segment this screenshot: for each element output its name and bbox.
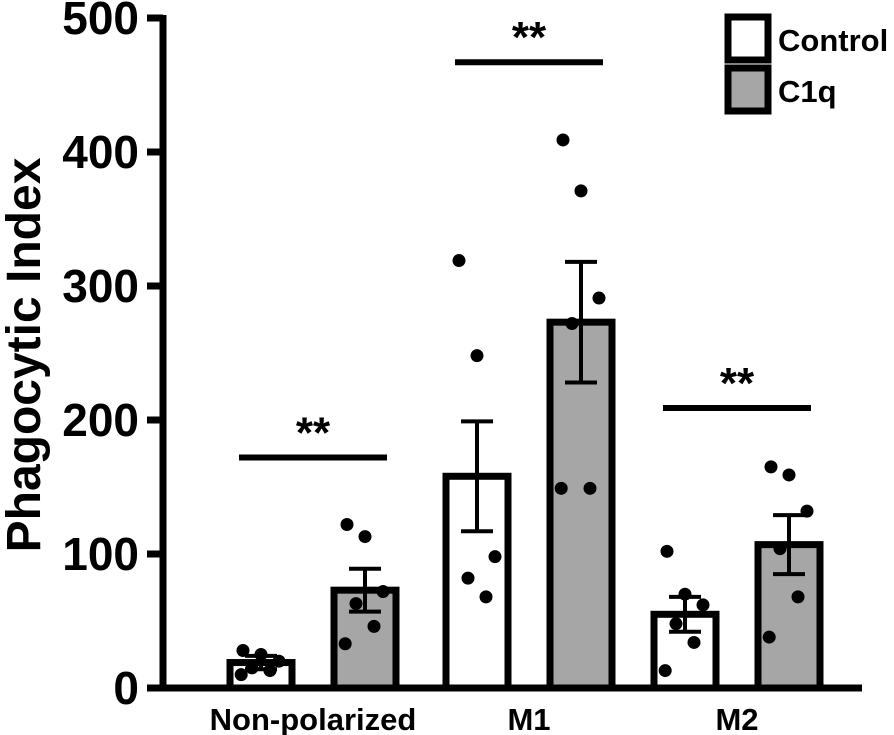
data-point	[556, 133, 570, 147]
data-point	[349, 597, 363, 611]
data-point	[696, 598, 710, 612]
data-point	[272, 654, 286, 668]
x-tick-label: M2	[715, 702, 758, 735]
legend-swatch	[724, 13, 772, 64]
y-tick-label: 200	[62, 394, 139, 446]
legend: Control C1q	[724, 13, 888, 115]
data-point	[452, 254, 466, 268]
data-point	[565, 317, 579, 331]
data-point	[782, 468, 796, 482]
data-point	[773, 542, 787, 556]
legend-label: Control	[778, 23, 888, 58]
data-point	[461, 571, 475, 585]
significance-label: **	[720, 359, 755, 408]
y-axis-label: Phagocytic Index	[0, 157, 51, 552]
y-tick-label: 500	[62, 0, 139, 44]
data-point	[479, 590, 493, 604]
data-point	[338, 637, 352, 651]
significance-label: **	[296, 409, 331, 458]
data-point	[660, 544, 674, 558]
data-point	[574, 184, 588, 198]
y-tick-label: 0	[113, 662, 139, 714]
data-point	[358, 530, 372, 544]
data-point	[669, 617, 683, 631]
y-tick-label: 100	[62, 528, 139, 580]
legend-swatch	[724, 64, 772, 115]
x-tick-label: M1	[507, 702, 550, 735]
data-point	[592, 291, 606, 305]
data-point	[376, 585, 390, 599]
data-points	[234, 133, 814, 682]
data-point	[367, 619, 381, 633]
data-point	[340, 518, 354, 532]
data-point	[554, 481, 568, 495]
legend-label: C1q	[778, 74, 837, 109]
significance-label: **	[512, 13, 547, 62]
error-bars	[245, 259, 805, 672]
data-point	[658, 664, 672, 678]
significance-annotations: ** ** **	[239, 13, 811, 461]
data-point	[470, 349, 484, 363]
data-point	[687, 635, 701, 649]
data-point	[791, 590, 805, 604]
x-tick-label: Non-polarized	[210, 702, 417, 735]
data-point	[762, 630, 776, 644]
y-tick-label: 400	[62, 126, 139, 178]
data-point	[764, 460, 778, 474]
y-axis: 0 100 200 300 400 500	[62, 0, 167, 714]
data-point	[234, 668, 248, 682]
data-point	[488, 550, 502, 564]
x-axis: Non-polarized M1 M2	[160, 684, 862, 735]
data-point	[583, 481, 597, 495]
data-point	[236, 643, 250, 657]
y-tick-label: 300	[62, 260, 139, 312]
